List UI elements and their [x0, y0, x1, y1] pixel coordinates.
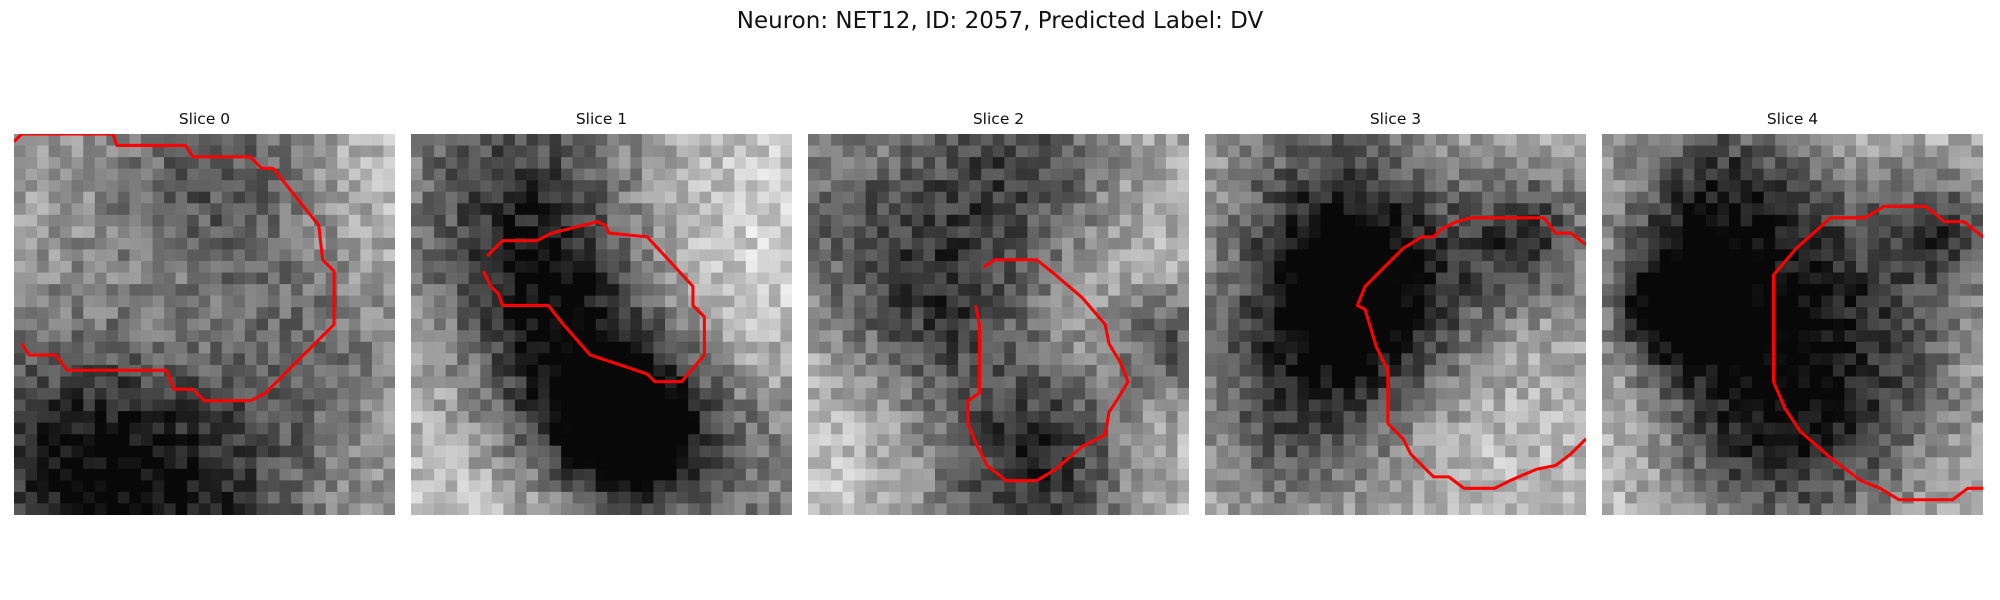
figure-title: Neuron: NET12, ID: 2057, Predicted Label… [736, 8, 1264, 34]
slice-image-2 [808, 134, 1189, 515]
segmentation-contour [966, 258, 1130, 483]
slice-title: Slice 4 [1766, 110, 1819, 128]
slice-image-3 [1205, 134, 1586, 515]
segmentation-contour [482, 220, 706, 384]
slice-image-0 [14, 134, 395, 515]
slice-title: Slice 1 [575, 110, 628, 128]
slice-title: Slice 0 [178, 110, 231, 128]
slice-image-1 [411, 134, 792, 515]
slice-title: Slice 2 [972, 110, 1025, 128]
segmentation-contour [1355, 216, 1586, 490]
segmentation-contour [1771, 204, 1983, 502]
segmentation-contour [14, 134, 336, 403]
slice-title: Slice 3 [1369, 110, 1422, 128]
slice-image-4 [1602, 134, 1983, 515]
